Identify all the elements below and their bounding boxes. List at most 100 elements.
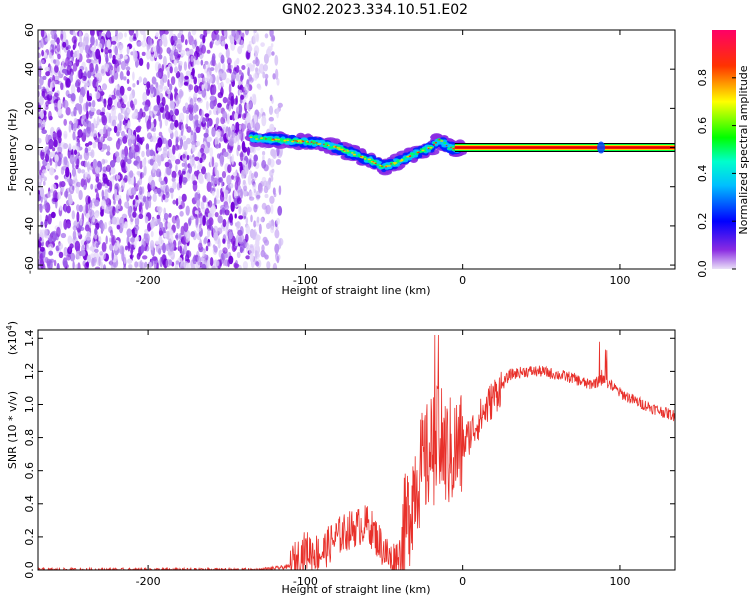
noise-speckle [226, 57, 232, 65]
noise-speckle [117, 112, 122, 122]
noise-speckle [186, 114, 189, 124]
noise-speckle [116, 224, 121, 230]
noise-speckle [185, 123, 189, 130]
noise-speckle [60, 166, 65, 175]
noise-speckle [274, 243, 280, 254]
spectrogram-x-label: Height of straight line (km) [281, 284, 430, 297]
noise-speckle [213, 197, 217, 206]
noise-speckle [65, 106, 71, 116]
noise-speckle [87, 146, 91, 152]
noise-speckle [38, 258, 41, 269]
noise-speckle [228, 83, 232, 95]
noise-speckle [106, 39, 111, 50]
noise-speckle [109, 69, 113, 75]
noise-speckle [115, 89, 121, 96]
noise-speckle [70, 71, 73, 80]
noise-speckle [76, 135, 80, 140]
noise-speckle [278, 237, 284, 246]
noise-speckle [190, 55, 194, 63]
noise-speckle [127, 241, 131, 252]
noise-speckle [125, 162, 130, 172]
noise-speckle [49, 167, 55, 176]
noise-speckle [241, 32, 245, 39]
signal-blob [360, 155, 362, 157]
noise-speckle [178, 112, 185, 123]
colorbar-tick-label: 0.2 [696, 212, 709, 230]
noise-speckle [65, 45, 69, 51]
noise-speckle [92, 129, 98, 137]
noise-speckle [118, 45, 123, 54]
noise-speckle [245, 242, 250, 250]
noise-speckle [68, 246, 72, 252]
noise-speckle [184, 160, 188, 171]
noise-speckle [184, 102, 189, 109]
signal-blob [273, 139, 276, 141]
noise-speckle [236, 57, 240, 65]
noise-speckle [38, 95, 44, 106]
noise-speckle [143, 165, 147, 176]
noise-speckle [101, 83, 108, 91]
noise-speckle [269, 123, 275, 132]
noise-speckle [130, 247, 134, 255]
signal-blob [340, 148, 344, 151]
noise-speckle [246, 63, 251, 68]
signal-blob [249, 136, 253, 139]
noise-speckle [169, 109, 173, 116]
signal-blob [374, 162, 377, 164]
noise-speckle [69, 252, 76, 262]
noise-speckle [197, 73, 201, 79]
noise-speckle [207, 200, 213, 208]
noise-speckle [247, 206, 252, 213]
noise-speckle [192, 44, 196, 50]
noise-speckle [86, 53, 90, 59]
noise-speckle [188, 112, 194, 121]
noise-speckle [172, 144, 176, 155]
noise-speckle [199, 215, 204, 226]
noise-speckle [52, 197, 58, 203]
noise-speckle [113, 62, 118, 74]
signal-blob [428, 147, 430, 150]
noise-speckle [155, 240, 160, 245]
noise-speckle [202, 117, 206, 124]
noise-speckle [211, 53, 216, 61]
noise-speckle [105, 111, 110, 118]
noise-speckle [94, 227, 98, 236]
noise-speckle [207, 212, 212, 218]
noise-speckle [163, 232, 167, 238]
noise-speckle [185, 250, 192, 259]
noise-speckle [127, 119, 131, 129]
y-tick-label: 20 [23, 101, 36, 115]
noise-speckle [119, 53, 124, 59]
noise-speckle [206, 120, 210, 129]
noise-speckle [94, 199, 100, 207]
noise-speckle [86, 254, 92, 264]
noise-speckle [226, 113, 230, 125]
noise-speckle [216, 260, 220, 267]
noise-speckle [276, 217, 280, 225]
noise-speckle [203, 237, 208, 244]
noise-speckle [184, 75, 189, 80]
noise-speckle [193, 92, 198, 98]
noise-speckle [84, 147, 89, 154]
colorbar-tick-label: 0.4 [696, 165, 709, 183]
noise-speckle [176, 217, 180, 227]
noise-speckle [270, 204, 274, 215]
noise-speckle [194, 192, 198, 201]
noise-speckle [205, 245, 209, 252]
noise-speckle [105, 53, 109, 64]
noise-speckle [96, 69, 102, 81]
signal-blob [390, 163, 392, 165]
noise-speckle [142, 91, 148, 103]
noise-speckle [44, 200, 48, 209]
noise-speckle [172, 180, 177, 190]
noise-speckle [72, 185, 75, 191]
noise-speckle [217, 106, 222, 114]
noise-speckle [218, 71, 223, 78]
signal-blob [322, 145, 327, 148]
noise-speckle [85, 101, 89, 112]
noise-speckle [53, 139, 58, 148]
noise-speckle [149, 262, 152, 269]
noise-speckle [38, 84, 42, 90]
signal-blob [395, 162, 398, 164]
noise-speckle [174, 108, 179, 116]
